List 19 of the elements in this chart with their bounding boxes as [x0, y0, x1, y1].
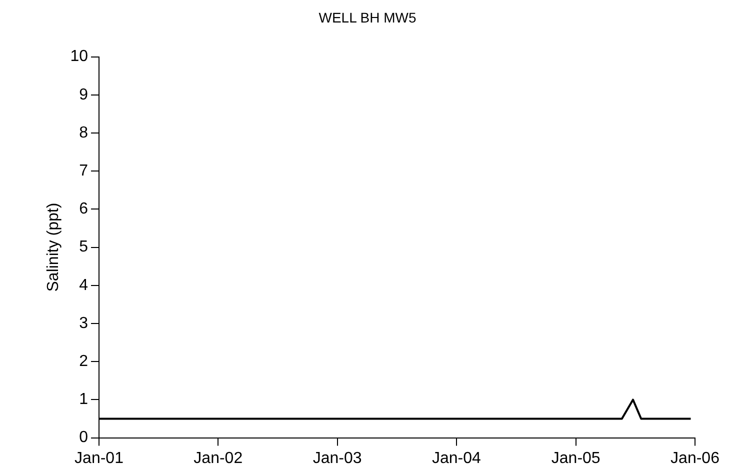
- x-tick-label: Jan-03: [312, 450, 362, 467]
- y-tick-label: 1: [79, 391, 88, 408]
- y-tick-label: 3: [79, 314, 88, 332]
- x-tick-label: Jan-04: [432, 450, 481, 467]
- y-axis-title: Salinity (ppt): [45, 202, 62, 292]
- y-tick-label: 5: [79, 238, 88, 256]
- y-tick-label: 0: [79, 429, 88, 446]
- x-tick-label: Jan-05: [551, 450, 600, 467]
- y-tick-label: 2: [79, 353, 88, 370]
- y-tick-label: 10: [70, 48, 88, 66]
- chart-title: WELL BH MW5: [318, 9, 416, 26]
- x-tick-label: Jan-02: [194, 450, 243, 467]
- y-tick-label: 9: [79, 86, 88, 104]
- y-tick-label: 8: [79, 124, 88, 142]
- y-tick-label: 4: [79, 276, 88, 294]
- y-tick-label: 7: [79, 162, 88, 180]
- x-tick-label: Jan-06: [670, 450, 720, 467]
- y-tick-label: 6: [79, 200, 88, 218]
- x-tick-label: Jan-01: [74, 450, 124, 467]
